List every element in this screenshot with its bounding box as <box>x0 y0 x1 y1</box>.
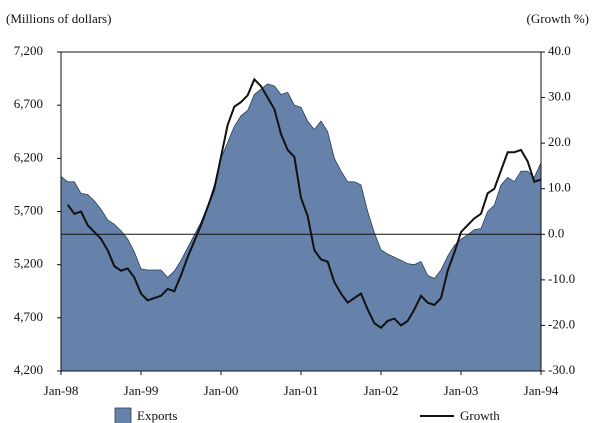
exports-area <box>60 83 542 372</box>
y-tick-label: 4,700 <box>14 309 43 324</box>
y-tick-label: 5,700 <box>14 202 43 217</box>
x-tick-label: Jan-98 <box>44 383 79 398</box>
x-tick-label: Jan-99 <box>124 383 159 398</box>
y-tick-label: 6,200 <box>14 149 43 164</box>
y2-tick-label: 20.0 <box>548 134 571 149</box>
y-axis-label: (Millions of dollars) <box>6 11 111 26</box>
y-tick-label: 5,200 <box>14 256 43 271</box>
y2-tick-label: -10.0 <box>548 271 575 286</box>
growth-line <box>66 77 542 330</box>
y2-tick-label: -20.0 <box>548 316 575 331</box>
x-tick-label: Jan-94 <box>524 383 559 398</box>
y2-tick-label: 10.0 <box>548 180 571 195</box>
y2-tick-label: 40.0 <box>548 43 571 58</box>
y2-axis-label: (Growth %) <box>527 11 589 26</box>
y-tick-label: 6,700 <box>14 96 43 111</box>
legend-swatch <box>114 407 132 423</box>
y-tick-label: 4,200 <box>14 362 43 377</box>
x-tick-label: Jan-01 <box>284 383 319 398</box>
y-tick-label: 7,200 <box>14 43 43 58</box>
y2-tick-label: 0.0 <box>548 225 564 240</box>
x-tick-label: Jan-00 <box>204 383 239 398</box>
y2-tick-label: 30.0 <box>548 89 571 104</box>
x-tick-label: Jan-03 <box>444 383 479 398</box>
x-tick-label: Jan-02 <box>364 383 399 398</box>
legend-label: Exports <box>137 408 177 423</box>
legend-label: Growth <box>460 408 500 423</box>
y2-tick-label: -30.0 <box>548 362 575 377</box>
